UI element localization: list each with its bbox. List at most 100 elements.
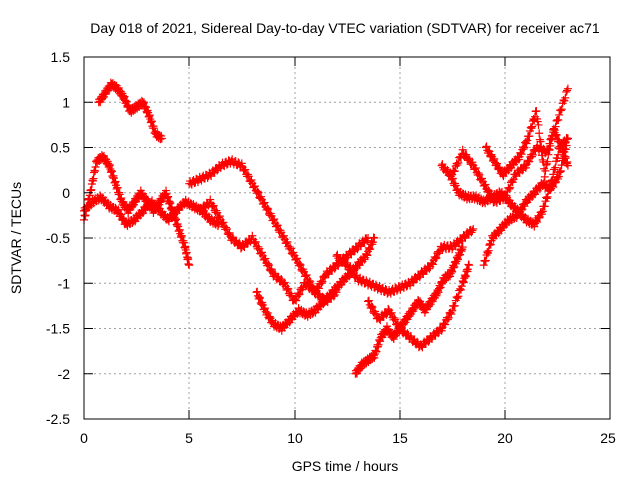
data-point — [507, 176, 516, 185]
data-point — [455, 286, 464, 295]
data-point — [469, 224, 478, 233]
data-point — [448, 306, 457, 315]
data-point — [243, 170, 252, 179]
data-point — [284, 284, 293, 293]
ytick-label: -0.5 — [46, 230, 70, 246]
data-point — [538, 155, 547, 164]
data-point — [557, 105, 566, 114]
chart-title: Day 018 of 2021, Sidereal Day-to-day VTE… — [90, 20, 600, 36]
data-point — [295, 259, 304, 268]
data-point — [367, 302, 376, 311]
xtick-label: 0 — [80, 430, 88, 446]
data-point — [206, 195, 215, 204]
data-point — [302, 270, 311, 279]
data-point — [428, 259, 437, 268]
data-point — [343, 258, 351, 267]
data-point — [311, 290, 320, 299]
data-point — [296, 260, 305, 269]
data-point — [384, 304, 393, 313]
data-point — [266, 266, 275, 275]
data-point — [294, 290, 303, 299]
data-point — [486, 193, 495, 202]
data-point — [471, 163, 480, 172]
data-point — [464, 154, 473, 163]
data-point — [387, 308, 396, 317]
data-point — [527, 124, 536, 133]
data-point — [457, 282, 466, 291]
data-point — [114, 205, 123, 214]
data-point — [486, 239, 495, 248]
data-point — [452, 293, 461, 302]
data-point — [253, 287, 262, 296]
data-point — [515, 210, 524, 219]
data-point — [538, 207, 547, 216]
data-point — [541, 166, 550, 175]
data-point — [256, 194, 265, 203]
data-point — [248, 231, 257, 240]
data-point — [468, 226, 477, 235]
data-point — [390, 313, 399, 322]
data-point — [562, 141, 571, 150]
data-point — [528, 122, 537, 131]
data-point — [559, 154, 568, 163]
data-point — [467, 160, 476, 169]
data-point — [519, 144, 528, 153]
data-point — [366, 245, 375, 254]
data-point — [555, 168, 564, 177]
ytick-label: -1.5 — [46, 321, 70, 337]
data-point — [280, 278, 289, 287]
data-point — [257, 300, 266, 309]
data-point — [549, 124, 558, 133]
data-point — [549, 183, 558, 192]
xtick-label: 10 — [287, 430, 303, 446]
data-point — [456, 285, 465, 294]
data-point — [540, 172, 549, 181]
data-point — [532, 107, 541, 116]
data-point — [481, 256, 490, 265]
data-point — [484, 246, 493, 255]
grid — [83, 57, 610, 419]
data-point — [456, 153, 465, 162]
data-point — [481, 257, 490, 266]
data-point — [521, 163, 530, 172]
data-point — [276, 226, 285, 235]
data-point — [554, 150, 563, 159]
data-point — [366, 303, 375, 312]
data-point — [256, 294, 265, 303]
data-point — [535, 135, 544, 144]
data-point — [485, 187, 494, 196]
data-point — [441, 320, 450, 329]
data-point — [265, 312, 274, 321]
data-point — [535, 129, 544, 138]
data-point — [432, 253, 441, 262]
data-point — [484, 185, 493, 194]
data-point — [544, 150, 553, 159]
data-point — [458, 243, 467, 252]
data-point — [561, 93, 570, 102]
data-point — [546, 141, 555, 150]
data-point — [360, 255, 369, 264]
data-point — [320, 272, 329, 281]
data-point — [254, 188, 263, 197]
data-point — [363, 251, 372, 260]
data-point — [499, 196, 508, 205]
x-tick-labels: 0 5 10 15 20 25 — [80, 430, 616, 446]
data-point — [368, 303, 377, 312]
x-axis-title: GPS time / hours — [292, 458, 399, 474]
data-point — [260, 198, 269, 207]
data-point — [536, 137, 545, 146]
data-point — [288, 250, 297, 259]
data-point — [257, 249, 266, 258]
data-point — [364, 296, 373, 305]
data-point — [261, 254, 270, 263]
data-point — [458, 145, 467, 154]
data-point — [215, 212, 224, 221]
data-point — [542, 193, 551, 202]
data-point — [206, 170, 215, 179]
data-point — [260, 304, 269, 313]
data-point — [364, 297, 373, 306]
data-point — [556, 167, 565, 176]
data-point — [292, 296, 301, 305]
data-point — [483, 187, 492, 196]
data-point — [270, 270, 279, 279]
